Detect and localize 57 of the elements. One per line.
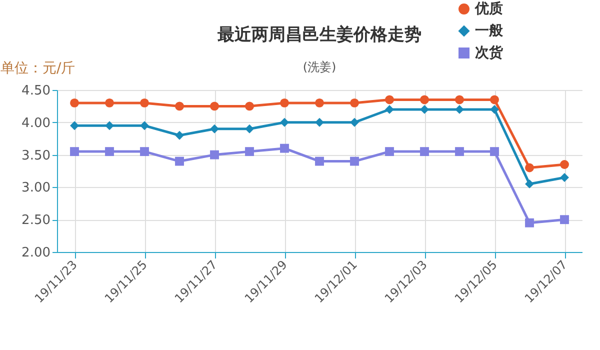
y-tick-label: 4.50 (22, 84, 50, 98)
point (175, 130, 184, 140)
point (560, 173, 569, 182)
point (245, 147, 254, 156)
chart-title: 最近两周昌邑生姜价格走势 (216, 24, 422, 45)
point (175, 102, 184, 111)
legend-label: 一般 (475, 23, 504, 39)
point (455, 104, 464, 114)
point (525, 218, 534, 228)
point (280, 118, 289, 127)
point (280, 144, 289, 153)
point (105, 147, 114, 156)
point (350, 156, 359, 166)
point (70, 98, 79, 108)
point (420, 147, 429, 156)
y-tick-label: 3.50 (22, 148, 50, 164)
point (385, 147, 394, 156)
chart-subtitle: (洗姜) (302, 60, 336, 74)
point (490, 95, 499, 104)
y-tick-label: 4.00 (22, 116, 50, 131)
point (350, 98, 359, 108)
point (420, 95, 429, 104)
point (420, 104, 429, 114)
point (525, 163, 534, 172)
point (315, 98, 324, 108)
point (525, 179, 534, 188)
point (175, 156, 184, 166)
point (315, 156, 324, 166)
point (490, 147, 499, 156)
point (210, 150, 219, 160)
point (385, 95, 394, 104)
point (350, 118, 359, 127)
y-axis-title: 单位：元/斤 (0, 60, 76, 76)
point (455, 147, 464, 156)
point (385, 104, 394, 114)
legend-label: 优质 (474, 0, 503, 17)
point (105, 98, 114, 108)
point (280, 98, 289, 108)
point (560, 160, 569, 169)
point (210, 102, 219, 111)
point (140, 98, 149, 108)
point (140, 147, 149, 156)
point (245, 124, 254, 134)
point (560, 215, 569, 224)
legend-label: 次货 (475, 45, 504, 61)
y-tick-label: 2.00 (22, 246, 50, 260)
point (490, 104, 499, 114)
point (70, 121, 79, 130)
point (315, 118, 324, 127)
point (245, 102, 254, 111)
point (105, 121, 114, 130)
point (455, 95, 464, 104)
y-tick-label: 3.00 (22, 180, 50, 196)
point (70, 147, 79, 156)
y-tick-label: 2.50 (22, 213, 50, 228)
point (140, 121, 149, 130)
point (210, 124, 219, 134)
